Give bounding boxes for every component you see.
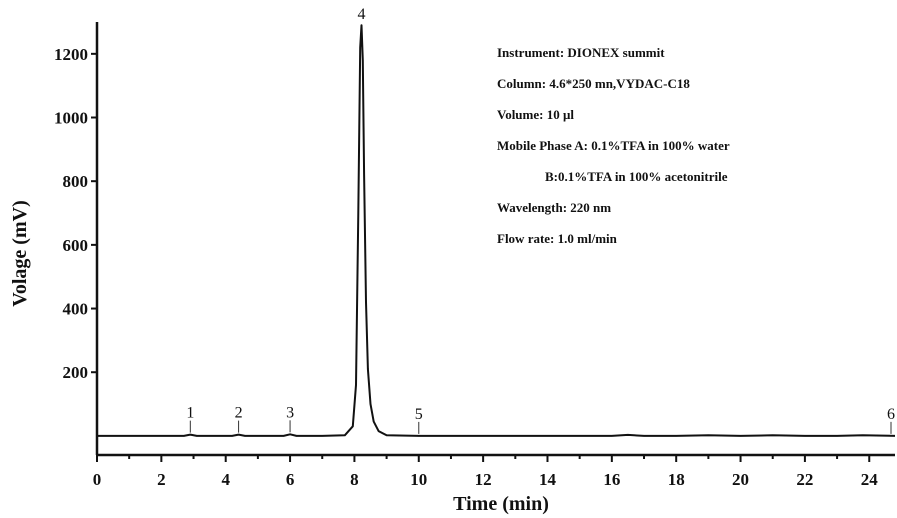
peak-labels: 1 2 3 4 5 6 [186, 6, 895, 434]
x-tick-label: 20 [732, 470, 749, 489]
x-tick-label: 4 [221, 470, 230, 489]
x-tick-label: 8 [350, 470, 359, 489]
x-axis-title: Time (min) [453, 493, 549, 515]
info-mobile-phase-a: Mobile Phase A: 0.1%TFA in 100% water [497, 138, 730, 153]
info-mobile-phase-b: B:0.1%TFA in 100% acetonitrile [545, 169, 728, 184]
x-tick-label: 0 [93, 470, 102, 489]
peak-label: 3 [286, 404, 294, 421]
info-wavelength: Wavelength: 220 nm [497, 200, 611, 215]
chromatogram-trace [97, 24, 896, 437]
x-tick-label: 24 [861, 470, 879, 489]
method-info: Instrument: DIONEX summit Column: 4.6*25… [497, 45, 730, 246]
info-instrument: Instrument: DIONEX summit [497, 45, 665, 60]
y-tick-label: 600 [63, 236, 89, 255]
y-tick-label: 200 [63, 363, 89, 382]
x-tick-label: 18 [668, 470, 685, 489]
x-tick-label: 12 [475, 470, 492, 489]
x-tick-label: 2 [157, 470, 166, 489]
x-tick-label: 6 [286, 470, 295, 489]
y-tick-label: 1200 [54, 45, 88, 64]
peak-label: 6 [887, 406, 895, 423]
x-tick-label: 22 [796, 470, 813, 489]
info-flow-rate: Flow rate: 1.0 ml/min [497, 231, 618, 246]
peak-label: 5 [415, 406, 423, 423]
x-tick-label: 16 [603, 470, 620, 489]
info-column: Column: 4.6*250 mn,VYDAC-C18 [497, 76, 690, 91]
trace-layer [97, 24, 896, 437]
x-tick-label: 14 [539, 470, 557, 489]
peak-label: 4 [357, 6, 365, 23]
x-tick-label: 10 [410, 470, 427, 489]
y-tick-label: 1000 [54, 109, 88, 128]
peak-label: 1 [186, 405, 194, 422]
y-tick-label: 800 [63, 172, 89, 191]
y-tick-label: 400 [63, 300, 89, 319]
peak-label: 2 [235, 405, 243, 422]
y-axis-title: Volage (mV) [9, 200, 31, 306]
info-volume: Volume: 10 μl [497, 107, 574, 122]
